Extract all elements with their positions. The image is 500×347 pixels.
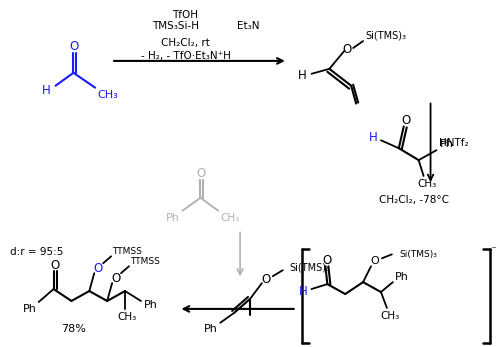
- Text: O: O: [94, 262, 103, 275]
- Text: H: H: [42, 84, 51, 97]
- Text: O: O: [197, 167, 206, 179]
- Text: Et₃N: Et₃N: [237, 21, 260, 31]
- Text: CH₂Cl₂, -78°C: CH₂Cl₂, -78°C: [378, 195, 448, 205]
- Text: Si(TMS)₃: Si(TMS)₃: [289, 262, 330, 272]
- Text: O: O: [370, 256, 380, 266]
- Text: Si(TMS)₃: Si(TMS)₃: [366, 30, 406, 40]
- Text: TTMSS: TTMSS: [112, 247, 142, 256]
- Text: Ph: Ph: [395, 272, 408, 282]
- Text: HNTf₂: HNTf₂: [438, 138, 468, 148]
- Text: 78%: 78%: [61, 324, 86, 334]
- Text: TMS₃Si-H: TMS₃Si-H: [152, 21, 199, 31]
- Text: Ph: Ph: [204, 324, 218, 334]
- Text: Ph: Ph: [144, 300, 158, 310]
- Text: O: O: [401, 114, 410, 127]
- Text: O: O: [342, 43, 352, 57]
- Text: O: O: [50, 259, 59, 272]
- Text: CH₃: CH₃: [380, 311, 400, 321]
- Text: Si(TMS)₃: Si(TMS)₃: [400, 250, 438, 259]
- Text: O: O: [70, 40, 79, 52]
- Text: TTMSS: TTMSS: [130, 257, 160, 266]
- Text: H: H: [298, 69, 307, 82]
- Text: Ph: Ph: [166, 213, 179, 223]
- Text: CH₂Cl₂, rt: CH₂Cl₂, rt: [161, 38, 210, 48]
- Text: ⁻: ⁻: [490, 245, 496, 255]
- Text: Ph: Ph: [23, 304, 36, 314]
- Text: H: H: [368, 131, 378, 144]
- Text: - H₂, - TfO·Et₃N⁺H: - H₂, - TfO·Et₃N⁺H: [140, 51, 230, 61]
- Text: TfOH: TfOH: [172, 10, 199, 20]
- Text: CH₃: CH₃: [417, 179, 436, 189]
- Text: O: O: [261, 273, 270, 286]
- Text: d:r = 95:5: d:r = 95:5: [10, 247, 64, 257]
- Text: CH₃: CH₃: [220, 213, 240, 223]
- Text: CH₃: CH₃: [118, 312, 137, 322]
- Text: Ph: Ph: [440, 139, 454, 149]
- Text: H: H: [299, 285, 308, 297]
- Text: O: O: [112, 272, 120, 285]
- Text: O: O: [323, 254, 332, 267]
- Text: CH₃: CH₃: [98, 90, 118, 100]
